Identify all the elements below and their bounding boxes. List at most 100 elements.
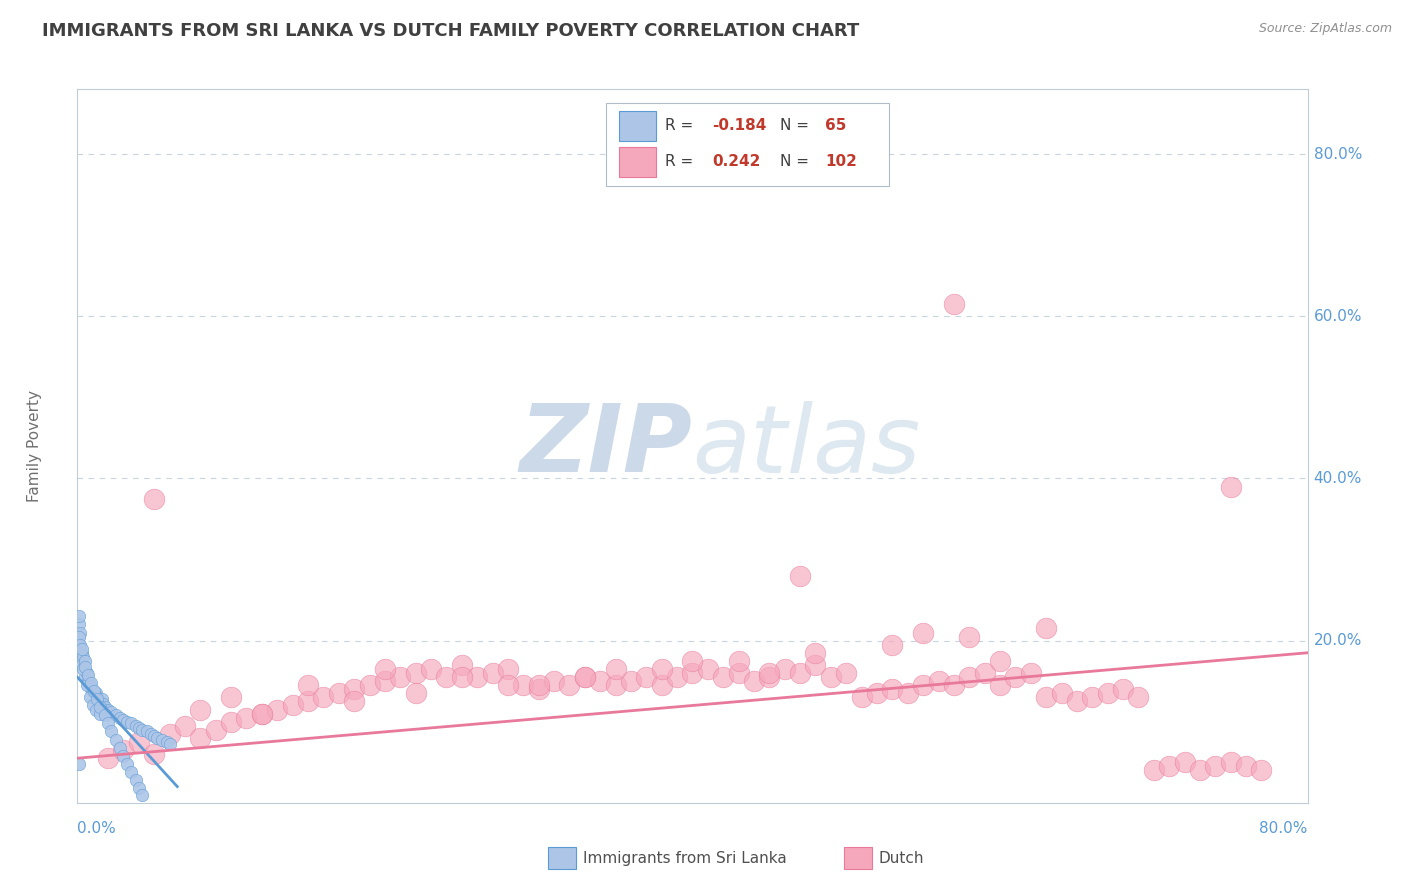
Point: [128, 781, 150, 796]
Point: [82, 698, 104, 713]
Point: [73, 670, 96, 684]
Point: [589, 674, 612, 689]
Point: [1174, 756, 1197, 770]
Point: [651, 678, 673, 692]
Point: [89, 694, 111, 708]
Point: [69, 654, 91, 668]
Point: [72, 649, 94, 664]
Point: [100, 724, 122, 739]
Point: [481, 666, 503, 681]
Text: ZIP: ZIP: [520, 400, 693, 492]
Point: [141, 727, 163, 741]
Point: [204, 723, 226, 737]
Point: [67, 756, 90, 771]
Point: [1035, 622, 1057, 636]
Point: [804, 646, 827, 660]
Point: [297, 694, 319, 708]
Point: [112, 743, 135, 757]
Point: [620, 674, 643, 689]
Point: [666, 670, 689, 684]
Point: [73, 659, 96, 673]
Point: [143, 491, 166, 506]
Point: [135, 724, 157, 739]
Point: [957, 670, 980, 684]
Point: [159, 738, 181, 752]
Point: [727, 654, 749, 668]
Text: R =: R =: [665, 154, 699, 169]
Point: [574, 670, 596, 684]
Point: [84, 702, 107, 716]
Point: [1112, 682, 1135, 697]
Point: [742, 674, 765, 689]
Point: [682, 666, 704, 681]
Point: [405, 686, 427, 700]
Point: [543, 674, 565, 689]
Point: [159, 727, 181, 741]
Point: [90, 692, 114, 706]
Point: [527, 682, 550, 697]
Point: [155, 735, 177, 749]
Point: [1143, 764, 1166, 778]
Point: [281, 698, 304, 713]
Point: [97, 751, 120, 765]
Point: [1004, 670, 1026, 684]
Point: [77, 674, 100, 689]
Text: Dutch: Dutch: [879, 851, 924, 865]
Point: [942, 678, 965, 692]
Point: [110, 711, 132, 725]
Point: [1219, 479, 1241, 493]
Text: 0.0%: 0.0%: [77, 821, 117, 836]
Point: [72, 662, 94, 676]
Point: [405, 666, 427, 681]
Text: 60.0%: 60.0%: [1313, 309, 1362, 324]
Point: [496, 678, 519, 692]
Point: [512, 678, 534, 692]
Point: [82, 684, 104, 698]
Point: [820, 670, 842, 684]
Point: [682, 654, 704, 668]
Text: 65: 65: [825, 118, 846, 133]
Point: [235, 711, 257, 725]
Point: [250, 706, 273, 721]
Point: [835, 666, 858, 681]
Point: [804, 657, 827, 672]
Point: [219, 714, 242, 729]
Point: [97, 702, 120, 716]
Bar: [619, 147, 655, 177]
Bar: [619, 111, 655, 141]
Point: [100, 705, 122, 719]
Point: [146, 731, 169, 745]
Point: [84, 686, 107, 700]
Point: [450, 670, 472, 684]
Point: [97, 716, 120, 731]
Point: [120, 716, 142, 731]
Point: [128, 721, 150, 735]
Point: [67, 638, 90, 652]
Point: [128, 735, 150, 749]
Text: 40.0%: 40.0%: [1313, 471, 1362, 486]
Point: [67, 630, 90, 644]
Point: [1128, 690, 1150, 705]
Point: [1066, 694, 1088, 708]
Text: 0.242: 0.242: [713, 154, 761, 169]
FancyBboxPatch shape: [606, 103, 890, 186]
Point: [143, 747, 166, 761]
Point: [80, 675, 103, 690]
Point: [727, 666, 749, 681]
Point: [94, 708, 117, 723]
Point: [250, 706, 273, 721]
Point: [465, 670, 488, 684]
Point: [527, 678, 550, 692]
Point: [110, 740, 132, 755]
Point: [67, 617, 90, 632]
Point: [70, 657, 93, 672]
Point: [973, 666, 995, 681]
Point: [143, 729, 166, 743]
Point: [76, 666, 98, 681]
Point: [69, 638, 91, 652]
Point: [988, 678, 1011, 692]
Text: atlas: atlas: [693, 401, 921, 491]
Text: 80.0%: 80.0%: [1313, 146, 1362, 161]
Point: [219, 690, 242, 705]
Text: N =: N =: [780, 154, 814, 169]
